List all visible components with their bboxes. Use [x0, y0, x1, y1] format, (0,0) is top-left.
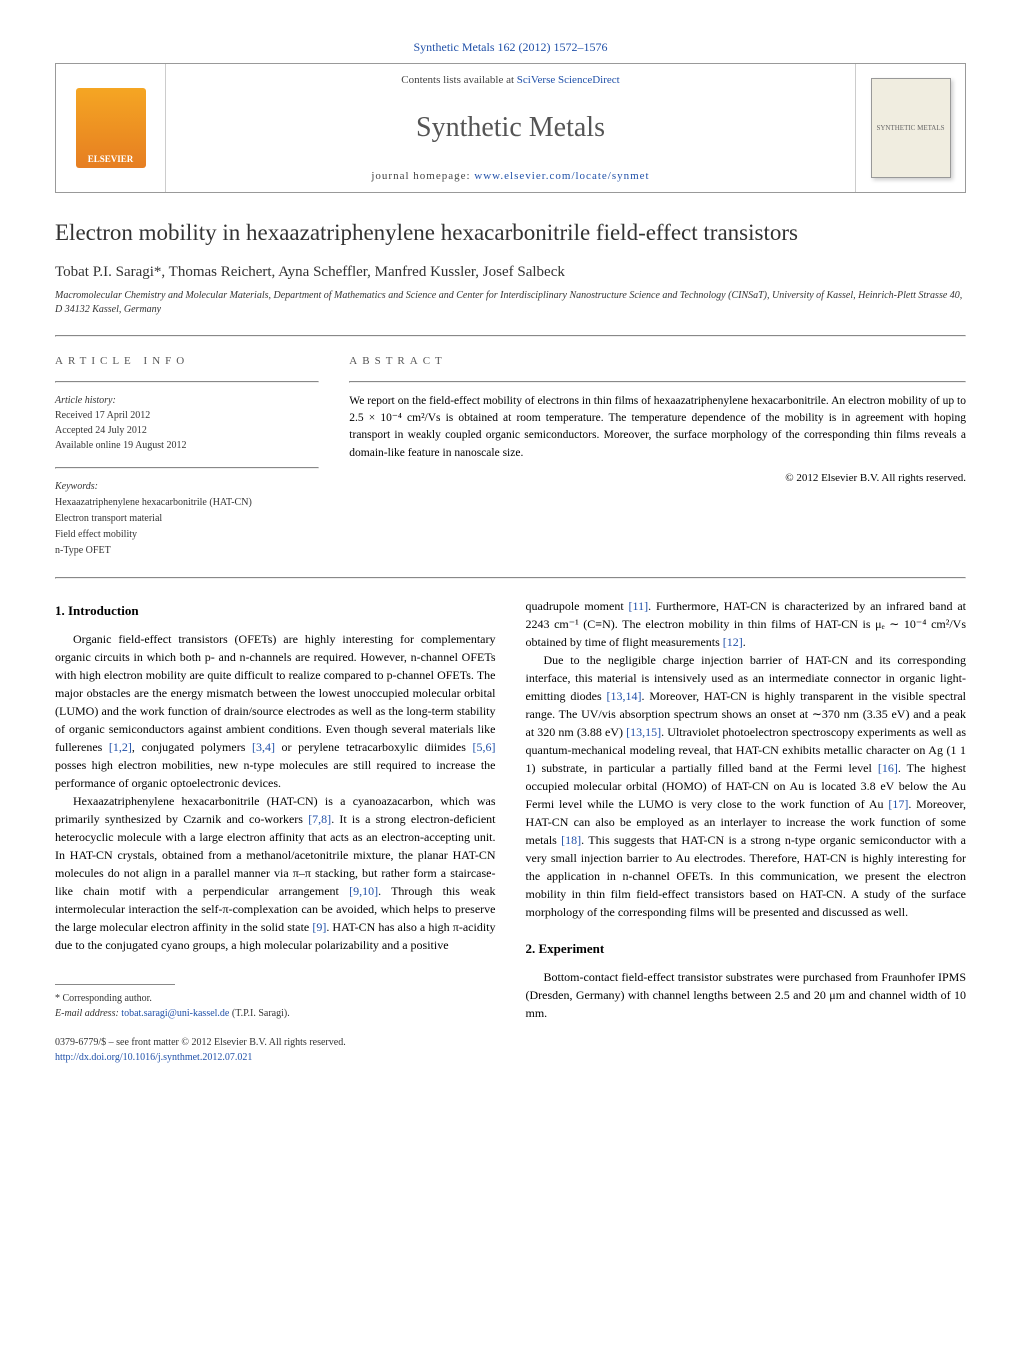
keyword-2: Electron transport material: [55, 511, 319, 527]
affiliation: Macromolecular Chemistry and Molecular M…: [55, 289, 966, 317]
experiment-heading: 2. Experiment: [526, 939, 967, 959]
footnote-rule: [55, 984, 175, 985]
keyword-3: Field effect mobility: [55, 527, 319, 543]
experiment-paragraph-1: Bottom-contact field-effect transistor s…: [526, 968, 967, 1022]
corresponding-author: * Corresponding author.: [55, 991, 496, 1006]
accepted-date: Accepted 24 July 2012: [55, 423, 319, 438]
author-email-link[interactable]: tobat.saragi@uni-kassel.de: [121, 1008, 229, 1019]
journal-cover-thumbnail: SYNTHETIC METALS: [871, 78, 951, 178]
right-column: quadrupole moment [11]. Furthermore, HAT…: [526, 597, 967, 1066]
homepage-prefix: journal homepage:: [371, 170, 474, 182]
left-column: 1. Introduction Organic field-effect tra…: [55, 597, 496, 1066]
elsevier-logo: ELSEVIER: [76, 88, 146, 168]
introduction-heading: 1. Introduction: [55, 601, 496, 621]
issn-line: 0379-6779/$ – see front matter © 2012 El…: [55, 1035, 496, 1050]
authors-line: Tobat P.I. Saragi*, Thomas Reichert, Ayn…: [55, 264, 966, 281]
article-info-label: ARTICLE INFO: [55, 355, 319, 367]
abstract-text: We report on the field-effect mobility o…: [349, 393, 966, 462]
keyword-1: Hexaazatriphenylene hexacarbonitrile (HA…: [55, 495, 319, 511]
email-line: E-mail address: tobat.saragi@uni-kassel.…: [55, 1006, 496, 1021]
sciencedirect-link[interactable]: SciVerse ScienceDirect: [517, 74, 620, 86]
online-date: Available online 19 August 2012: [55, 438, 319, 453]
journal-header: ELSEVIER Contents lists available at Sci…: [55, 63, 966, 193]
received-date: Received 17 April 2012: [55, 408, 319, 423]
article-title: Electron mobility in hexaazatriphenylene…: [55, 218, 966, 248]
cover-thumbnail-cell: SYNTHETIC METALS: [855, 64, 965, 192]
keywords-label: Keywords:: [55, 479, 319, 495]
contents-available-line: Contents lists available at SciVerse Sci…: [186, 74, 835, 86]
journal-reference: Synthetic Metals 162 (2012) 1572–1576: [55, 40, 966, 55]
keywords-divider: [55, 467, 319, 469]
homepage-line: journal homepage: www.elsevier.com/locat…: [186, 170, 835, 182]
abstract-copyright: © 2012 Elsevier B.V. All rights reserved…: [349, 472, 966, 484]
info-divider: [55, 381, 319, 383]
keyword-4: n-Type OFET: [55, 543, 319, 559]
intro-paragraph-4: Due to the negligible charge injection b…: [526, 651, 967, 921]
intro-paragraph-2: Hexaazatriphenylene hexacarbonitrile (HA…: [55, 792, 496, 954]
journal-name: Synthetic Metals: [186, 112, 835, 144]
email-suffix: (T.P.I. Saragi).: [229, 1008, 289, 1019]
abstract-label: ABSTRACT: [349, 355, 966, 367]
publisher-logo-cell: ELSEVIER: [56, 64, 166, 192]
doi-link[interactable]: http://dx.doi.org/10.1016/j.synthmet.201…: [55, 1052, 252, 1063]
divider-bottom: [55, 577, 966, 579]
email-label: E-mail address:: [55, 1008, 121, 1019]
abstract-divider: [349, 381, 966, 383]
intro-paragraph-3: quadrupole moment [11]. Furthermore, HAT…: [526, 597, 967, 651]
history-label: Article history:: [55, 393, 319, 408]
contents-prefix: Contents lists available at: [401, 74, 516, 86]
homepage-link[interactable]: www.elsevier.com/locate/synmet: [474, 170, 649, 182]
intro-paragraph-1: Organic field-effect transistors (OFETs)…: [55, 630, 496, 792]
